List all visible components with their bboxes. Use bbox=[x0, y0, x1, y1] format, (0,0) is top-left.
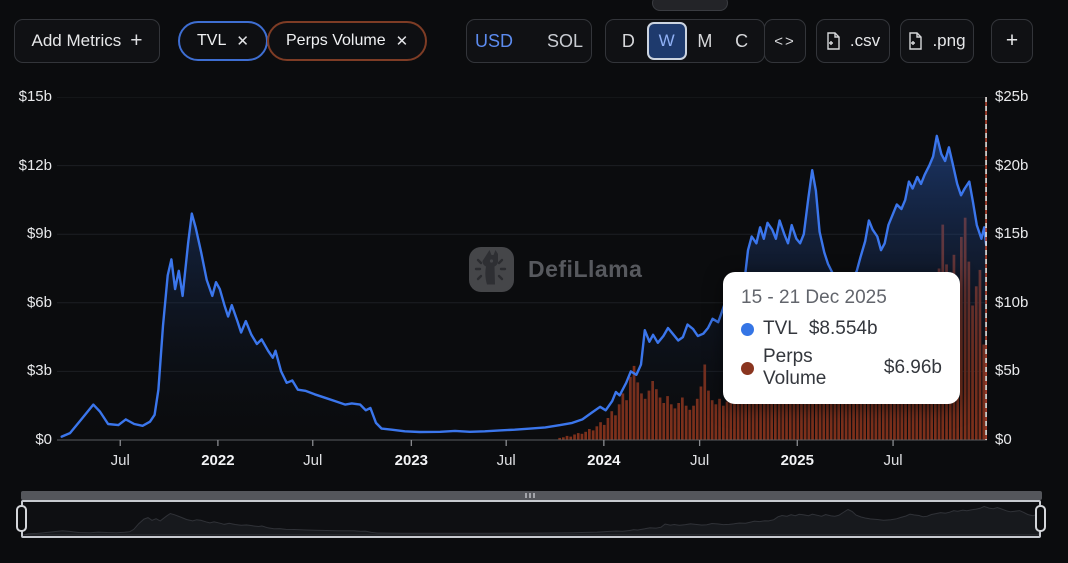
x-axis-label: 2024 bbox=[587, 452, 621, 469]
tvl-series-dot bbox=[741, 322, 754, 336]
download-png-button[interactable]: .png bbox=[900, 19, 974, 63]
png-label: .png bbox=[932, 31, 966, 50]
code-brackets-icon: <> bbox=[774, 32, 796, 50]
close-icon[interactable]: ✕ bbox=[395, 33, 409, 50]
window-tab-partial bbox=[652, 0, 728, 11]
interval-option-daily[interactable]: D bbox=[621, 30, 635, 51]
currency-option-sol[interactable]: SOL bbox=[547, 30, 584, 51]
metric-pill-tvl-label: TVL bbox=[197, 32, 227, 49]
currency-toggle: USD SOL bbox=[466, 19, 592, 63]
x-axis-label: 2023 bbox=[394, 452, 429, 469]
x-axis-label: Jul bbox=[690, 452, 710, 469]
x-axis-label: Jul bbox=[496, 452, 516, 469]
metric-pill-tvl[interactable]: TVL ✕ bbox=[178, 21, 268, 61]
time-scrollbar[interactable] bbox=[21, 491, 1042, 500]
tooltip-tvl-value: $8.554b bbox=[808, 318, 878, 339]
tooltip-tvl-label: TVL bbox=[763, 318, 798, 339]
add-metrics-label: Add Metrics bbox=[31, 31, 122, 50]
right-axis-tick: $5b bbox=[995, 362, 1021, 380]
x-axis-label: 2025 bbox=[780, 452, 814, 469]
x-axis-ticks bbox=[119, 440, 894, 446]
defillama-logo-icon bbox=[469, 247, 514, 292]
tooltip-row-tvl: TVL $8.554b bbox=[741, 318, 942, 340]
watermark-text: DefiLlama bbox=[528, 256, 643, 282]
right-axis-tick: $0 bbox=[995, 431, 1012, 448]
file-download-icon bbox=[827, 32, 840, 50]
plus-icon: + bbox=[130, 29, 143, 52]
left-axis-tick: $12b bbox=[18, 156, 52, 174]
left-axis-tick: $0 bbox=[35, 431, 52, 448]
tooltip-date-range: 15 - 21 Dec 2025 bbox=[741, 287, 887, 308]
x-axis-label: Jul bbox=[303, 452, 323, 469]
file-download-icon bbox=[909, 32, 923, 50]
tooltip-perps-value: $6.96b bbox=[883, 357, 942, 378]
right-axis-tick: $20b bbox=[995, 156, 1029, 174]
tvl-line bbox=[60, 134, 987, 438]
currency-option-usd[interactable]: USD bbox=[474, 30, 513, 51]
right-axis-tick: $15b bbox=[995, 225, 1029, 243]
interval-option-weekly-selected[interactable]: W bbox=[646, 22, 687, 60]
close-icon[interactable]: ✕ bbox=[236, 33, 249, 50]
metric-pill-perps-volume[interactable]: Perps Volume ✕ bbox=[267, 21, 428, 61]
add-chart-button[interactable]: + bbox=[991, 19, 1033, 63]
x-axis-label: 2022 bbox=[201, 452, 235, 469]
right-axis-tick: $10b bbox=[995, 293, 1029, 311]
perps-series-dot bbox=[741, 361, 754, 375]
scrollbar-grip-icon[interactable] bbox=[524, 493, 535, 498]
right-axis-tick: $25b bbox=[995, 88, 1029, 105]
defillama-watermark: DefiLlama bbox=[468, 246, 642, 293]
interval-option-cumulative[interactable]: C bbox=[735, 30, 749, 51]
add-metrics-button[interactable]: Add Metrics + bbox=[14, 19, 160, 63]
csv-label: .csv bbox=[849, 31, 881, 50]
interval-option-monthly[interactable]: M bbox=[697, 30, 713, 51]
metric-pill-perps-label: Perps Volume bbox=[286, 32, 386, 49]
tooltip-row-perps: Perps Volume $6.96b bbox=[741, 346, 942, 390]
x-axis-label: Jul bbox=[110, 452, 130, 469]
plus-icon: + bbox=[1005, 29, 1019, 52]
download-csv-button[interactable]: .csv bbox=[816, 19, 890, 63]
interval-toggle: D W M C bbox=[605, 19, 765, 63]
left-axis-tick: $15b bbox=[18, 88, 52, 105]
minimap-chart[interactable] bbox=[23, 502, 1039, 536]
chart-tooltip: 15 - 21 Dec 2025 TVL $8.554b Perps Volum… bbox=[723, 272, 960, 404]
tooltip-perps-label: Perps Volume bbox=[763, 346, 827, 389]
left-axis-tick: $3b bbox=[26, 362, 52, 380]
brush-handle-left[interactable] bbox=[16, 505, 27, 532]
minimap-silhouette bbox=[23, 505, 1039, 536]
left-axis-tick: $9b bbox=[26, 225, 52, 243]
left-axis-tick: $6b bbox=[26, 293, 52, 311]
brush-handle-right[interactable] bbox=[1035, 505, 1046, 532]
x-axis-label: Jul bbox=[883, 452, 903, 469]
embed-code-button[interactable]: <> bbox=[764, 19, 806, 63]
